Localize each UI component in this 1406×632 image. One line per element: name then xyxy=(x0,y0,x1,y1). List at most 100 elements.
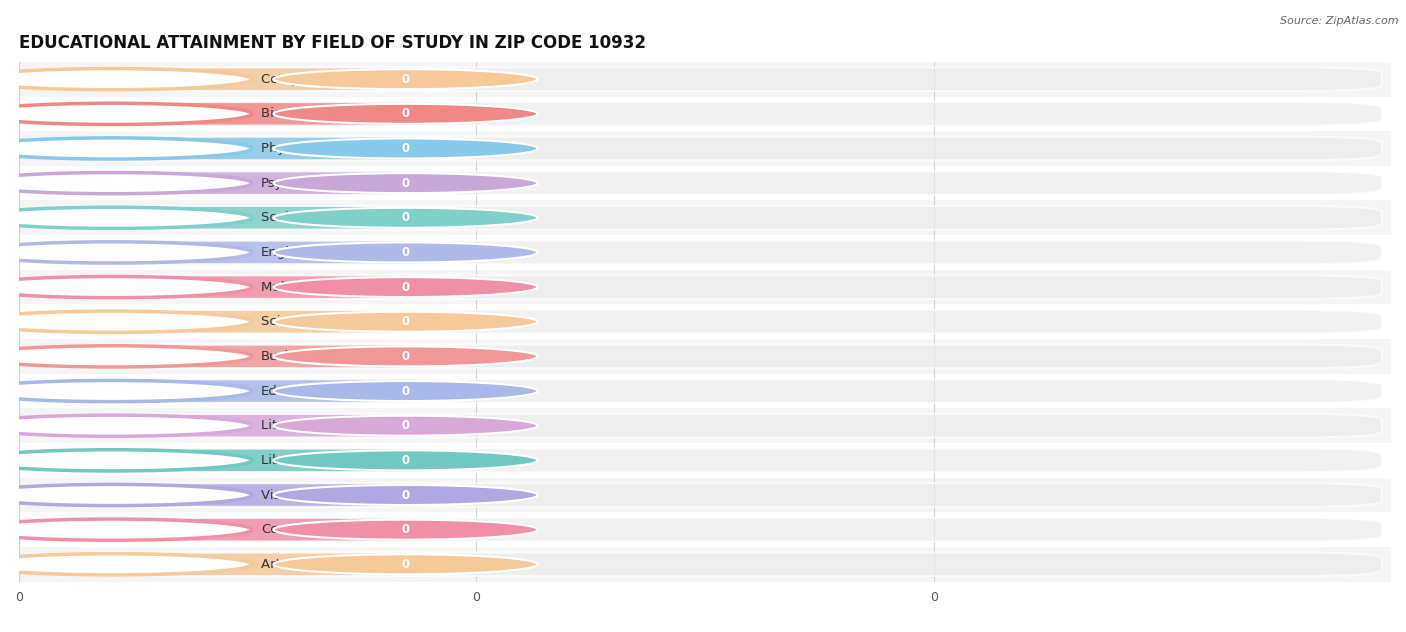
Circle shape xyxy=(274,381,538,401)
Circle shape xyxy=(0,173,252,194)
Text: Bio, Nature & Agricultural: Bio, Nature & Agricultural xyxy=(262,107,432,120)
FancyBboxPatch shape xyxy=(28,379,472,403)
FancyBboxPatch shape xyxy=(28,137,1382,161)
FancyBboxPatch shape xyxy=(28,102,1382,126)
Text: Science & Technology: Science & Technology xyxy=(262,315,406,328)
Circle shape xyxy=(274,208,538,228)
Circle shape xyxy=(0,207,252,228)
Text: 0: 0 xyxy=(402,246,409,259)
Text: Physical & Health Sciences: Physical & Health Sciences xyxy=(262,142,441,155)
Text: 0: 0 xyxy=(402,489,409,502)
FancyBboxPatch shape xyxy=(28,518,472,542)
Text: 0: 0 xyxy=(402,384,409,398)
Circle shape xyxy=(0,415,252,436)
Text: Literature & Languages: Literature & Languages xyxy=(262,419,418,432)
FancyBboxPatch shape xyxy=(28,68,1382,91)
Text: 0: 0 xyxy=(402,281,409,294)
Text: 0: 0 xyxy=(402,211,409,224)
Bar xyxy=(20,166,1391,200)
Bar xyxy=(20,62,1391,97)
Bar xyxy=(20,547,1391,581)
FancyBboxPatch shape xyxy=(28,344,1382,368)
Text: 0: 0 xyxy=(402,73,409,86)
Bar xyxy=(20,131,1391,166)
FancyBboxPatch shape xyxy=(28,206,1382,229)
Circle shape xyxy=(274,104,538,124)
FancyBboxPatch shape xyxy=(28,483,472,507)
Bar xyxy=(20,513,1391,547)
Text: 0: 0 xyxy=(402,350,409,363)
Circle shape xyxy=(0,68,252,90)
Text: 0: 0 xyxy=(402,107,409,120)
Text: 0: 0 xyxy=(402,142,409,155)
Bar xyxy=(20,305,1391,339)
Text: Communications: Communications xyxy=(262,523,373,536)
Circle shape xyxy=(274,138,538,159)
FancyBboxPatch shape xyxy=(28,414,1382,437)
Bar xyxy=(20,200,1391,235)
FancyBboxPatch shape xyxy=(28,241,1382,264)
FancyBboxPatch shape xyxy=(28,344,472,368)
FancyBboxPatch shape xyxy=(28,310,1382,334)
Circle shape xyxy=(274,243,538,262)
Circle shape xyxy=(0,242,252,263)
Text: EDUCATIONAL ATTAINMENT BY FIELD OF STUDY IN ZIP CODE 10932: EDUCATIONAL ATTAINMENT BY FIELD OF STUDY… xyxy=(20,34,645,52)
Text: Engineering: Engineering xyxy=(262,246,342,259)
Circle shape xyxy=(274,69,538,89)
FancyBboxPatch shape xyxy=(28,68,472,91)
FancyBboxPatch shape xyxy=(28,483,1382,507)
Circle shape xyxy=(274,520,538,540)
Text: 0: 0 xyxy=(402,523,409,536)
Text: Source: ZipAtlas.com: Source: ZipAtlas.com xyxy=(1281,16,1399,26)
FancyBboxPatch shape xyxy=(28,518,1382,542)
FancyBboxPatch shape xyxy=(28,379,1382,403)
Circle shape xyxy=(0,276,252,298)
FancyBboxPatch shape xyxy=(28,137,472,161)
Text: Computers & Mathematics: Computers & Mathematics xyxy=(262,73,439,86)
FancyBboxPatch shape xyxy=(28,552,1382,576)
FancyBboxPatch shape xyxy=(28,552,472,576)
Text: 0: 0 xyxy=(402,454,409,467)
Circle shape xyxy=(274,173,538,193)
Bar xyxy=(20,408,1391,443)
Circle shape xyxy=(0,484,252,506)
FancyBboxPatch shape xyxy=(28,241,472,264)
Circle shape xyxy=(0,554,252,575)
Text: Liberal Arts & History: Liberal Arts & History xyxy=(262,454,404,467)
Circle shape xyxy=(0,380,252,402)
Bar xyxy=(20,270,1391,305)
Circle shape xyxy=(274,485,538,505)
Text: Multidisciplinary Studies: Multidisciplinary Studies xyxy=(262,281,423,294)
FancyBboxPatch shape xyxy=(28,171,472,195)
Bar xyxy=(20,478,1391,513)
Text: 0: 0 xyxy=(402,419,409,432)
FancyBboxPatch shape xyxy=(28,102,472,126)
Text: Arts & Humanities: Arts & Humanities xyxy=(262,558,382,571)
Circle shape xyxy=(274,312,538,332)
Text: Psychology: Psychology xyxy=(262,176,336,190)
FancyBboxPatch shape xyxy=(28,276,1382,299)
Circle shape xyxy=(274,554,538,574)
Text: Social Sciences: Social Sciences xyxy=(262,211,364,224)
Circle shape xyxy=(0,103,252,125)
Circle shape xyxy=(0,311,252,332)
FancyBboxPatch shape xyxy=(28,276,472,299)
Circle shape xyxy=(274,277,538,297)
Circle shape xyxy=(0,138,252,159)
Bar xyxy=(20,235,1391,270)
Circle shape xyxy=(274,451,538,470)
Bar xyxy=(20,374,1391,408)
Circle shape xyxy=(0,519,252,540)
FancyBboxPatch shape xyxy=(28,414,472,437)
Text: Visual & Performing Arts: Visual & Performing Arts xyxy=(262,489,425,502)
Circle shape xyxy=(0,346,252,367)
Circle shape xyxy=(274,346,538,367)
Bar xyxy=(20,443,1391,478)
Text: 0: 0 xyxy=(402,176,409,190)
Circle shape xyxy=(274,416,538,435)
FancyBboxPatch shape xyxy=(28,449,1382,472)
FancyBboxPatch shape xyxy=(28,171,1382,195)
Text: 0: 0 xyxy=(402,558,409,571)
Text: 0: 0 xyxy=(402,315,409,328)
FancyBboxPatch shape xyxy=(28,449,472,472)
